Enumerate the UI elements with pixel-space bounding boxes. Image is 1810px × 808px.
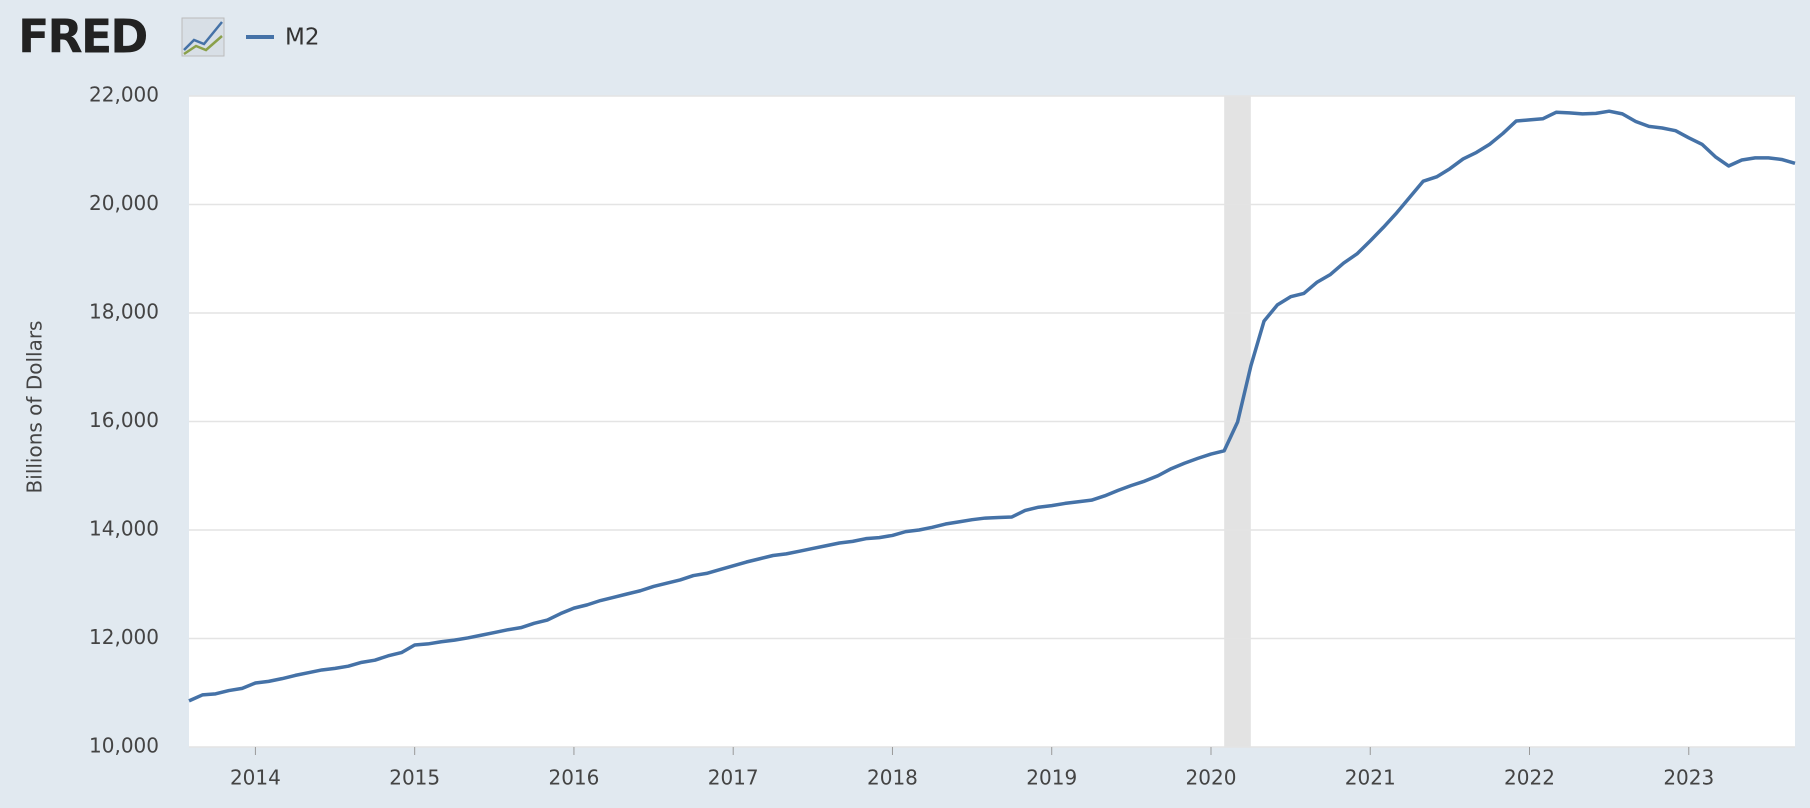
data-line bbox=[188, 109, 1796, 703]
x-tick-label: 2019 bbox=[1026, 766, 1077, 790]
x-tick-label: 2021 bbox=[1345, 766, 1396, 790]
logo-icon bbox=[181, 17, 225, 57]
logo: FRED bbox=[18, 10, 146, 64]
x-tick-label: 2018 bbox=[867, 766, 918, 790]
y-tick-label: 14,000 bbox=[89, 517, 159, 541]
y-tick-label: 20,000 bbox=[89, 191, 159, 215]
y-tick-label: 10,000 bbox=[89, 734, 159, 758]
x-tick-label: 2020 bbox=[1186, 766, 1237, 790]
x-tick-label: 2016 bbox=[548, 766, 599, 790]
x-tick-label: 2023 bbox=[1663, 766, 1714, 790]
x-tick-label: 2014 bbox=[230, 766, 281, 790]
y-tick-label: 18,000 bbox=[89, 300, 159, 324]
y-tick-label: 16,000 bbox=[89, 408, 159, 432]
x-tick-label: 2017 bbox=[708, 766, 759, 790]
y-tick-label: 12,000 bbox=[89, 625, 159, 649]
y-axis-title: Billions of Dollars bbox=[23, 321, 47, 494]
legend-label: M2 bbox=[285, 25, 319, 51]
x-tick-label: 2022 bbox=[1504, 766, 1555, 790]
x-tick-label: 2015 bbox=[389, 766, 440, 790]
y-tick-label: 22,000 bbox=[89, 83, 159, 107]
